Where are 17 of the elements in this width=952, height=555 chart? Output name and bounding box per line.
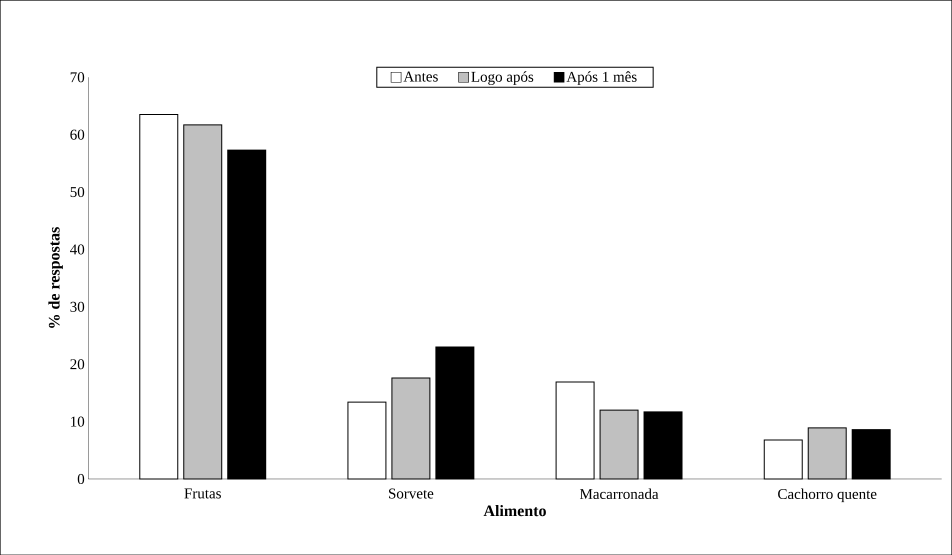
y-tick-label: 0 — [78, 474, 84, 484]
y-tick-label: 20 — [70, 359, 84, 370]
y-tick-label: 60 — [70, 129, 84, 140]
x-tick-label: Macarronada — [580, 488, 658, 499]
y-tick-label: 30 — [70, 302, 84, 312]
x-tick-label: Cachorro quente — [778, 488, 876, 502]
y-tick-label: 40 — [70, 244, 84, 254]
y-tick-label: 10 — [71, 416, 84, 427]
x-tick-label: Frutas — [184, 488, 221, 498]
x-axis-title: Alimento — [484, 504, 546, 516]
legend-label: Antes — [404, 71, 438, 82]
y-tick-label: 50 — [70, 186, 84, 197]
y-tick-label: 70 — [70, 72, 84, 82]
y-axis-title: % de respostas — [48, 227, 63, 328]
x-tick-label: Sorvete — [389, 488, 434, 498]
legend-label: Logo após — [471, 71, 534, 85]
legend-label: Após 1 mês — [566, 71, 637, 85]
